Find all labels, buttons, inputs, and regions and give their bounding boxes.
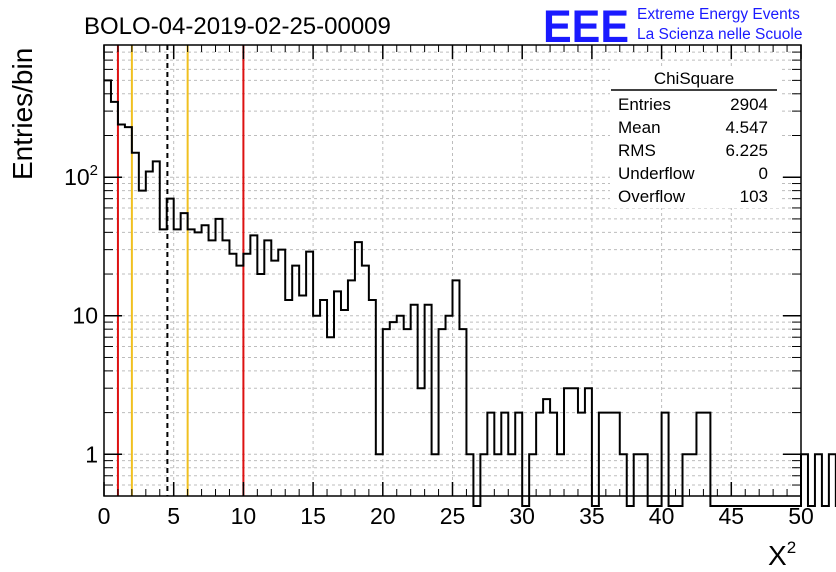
x-tick-label: 0 [98, 503, 111, 529]
y-tick-label: 1 [85, 441, 98, 467]
stats-label-underflow: Underflow [618, 164, 695, 183]
stats-box: ChiSquare Entries 2904 Mean 4.547 RMS 6.… [610, 68, 780, 208]
histogram-outline [104, 79, 836, 507]
y-tick-label-base: 10 [72, 303, 98, 329]
x-tick-label: 25 [440, 503, 466, 529]
x-tick-label: 5 [167, 503, 180, 529]
stats-value-entries: 2904 [730, 95, 768, 114]
y-axis-label: Entries/bin [7, 48, 38, 180]
stats-box-bg [610, 68, 780, 208]
stats-label-mean: Mean [618, 118, 661, 137]
y-tick-label: 102 [64, 162, 98, 190]
stats-value-underflow: 0 [759, 164, 768, 183]
logo-eee: EEE [543, 1, 629, 52]
stats-value-mean: 4.547 [725, 118, 768, 137]
y-tick-label-base: 10 [64, 164, 90, 190]
x-tick-label: 45 [719, 503, 745, 529]
y-tick-label: 10 [72, 303, 98, 329]
x-tick-label: 15 [300, 503, 326, 529]
stats-value-overflow: 103 [740, 187, 768, 206]
chart-title: BOLO-04-2019-02-25-00009 [84, 13, 391, 40]
stats-box-title: ChiSquare [654, 69, 734, 88]
logo-line-2: La Scienza nelle Scuole [637, 26, 802, 43]
stats-label-entries: Entries [618, 95, 671, 114]
y-tick-label-base: 1 [85, 441, 98, 467]
logo-line-1: Extreme Energy Events [637, 6, 800, 23]
x-axis-label-main: X [768, 540, 787, 571]
stats-label-overflow: Overflow [618, 187, 686, 206]
stats-value-rms: 6.225 [725, 141, 768, 160]
grid [104, 45, 801, 496]
x-tick-label: 10 [231, 503, 257, 529]
stats-label-rms: RMS [618, 141, 656, 160]
x-axis-label-sup: 2 [787, 538, 796, 557]
x-axis-label: X2 [768, 538, 796, 571]
x-tick-label: 35 [579, 503, 605, 529]
x-tick-label: 40 [649, 503, 675, 529]
x-tick-label: 50 [788, 503, 814, 529]
y-tick-label-exponent: 2 [90, 162, 98, 179]
x-tick-label: 30 [509, 503, 535, 529]
x-tick-label: 20 [370, 503, 396, 529]
